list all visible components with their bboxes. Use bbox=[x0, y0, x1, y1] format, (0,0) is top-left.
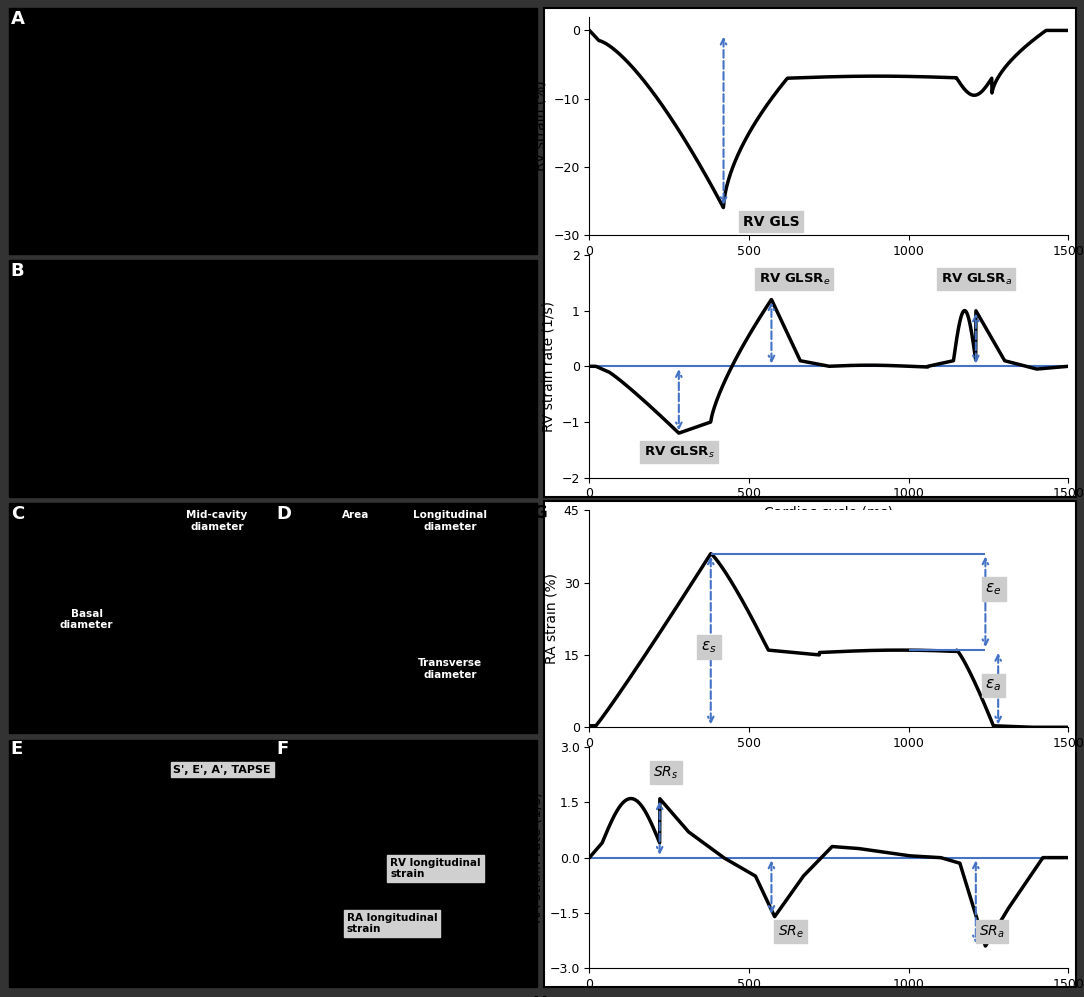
Text: $SR_s$: $SR_s$ bbox=[654, 765, 679, 781]
Text: RV GLS: RV GLS bbox=[743, 214, 799, 228]
Text: $SR_a$: $SR_a$ bbox=[979, 923, 1005, 939]
Text: G: G bbox=[532, 504, 546, 522]
Text: $\varepsilon_a$: $\varepsilon_a$ bbox=[985, 678, 1002, 693]
Text: RV GLSR$_e$: RV GLSR$_e$ bbox=[759, 272, 830, 287]
Text: RV longitudinal
strain: RV longitudinal strain bbox=[390, 857, 481, 879]
Text: RV GLSR$_s$: RV GLSR$_s$ bbox=[644, 445, 714, 460]
Text: Transverse
diameter: Transverse diameter bbox=[417, 658, 482, 680]
Y-axis label: RA strain (%): RA strain (%) bbox=[544, 573, 558, 664]
Text: $SR_e$: $SR_e$ bbox=[778, 923, 804, 939]
Text: Basal
diameter: Basal diameter bbox=[60, 608, 114, 630]
Y-axis label: RA strain rate (1/s): RA strain rate (1/s) bbox=[530, 792, 544, 923]
Y-axis label: RV strain (%): RV strain (%) bbox=[533, 81, 547, 171]
Text: Area: Area bbox=[341, 510, 369, 520]
Text: F: F bbox=[276, 740, 288, 758]
X-axis label: Cardiac cycle (ms): Cardiac cycle (ms) bbox=[764, 756, 893, 770]
Text: S', E', A', TAPSE: S', E', A', TAPSE bbox=[173, 765, 271, 775]
Text: $\varepsilon_s$: $\varepsilon_s$ bbox=[701, 639, 717, 655]
Text: RA longitudinal
strain: RA longitudinal strain bbox=[347, 912, 438, 934]
Text: Longitudinal
diameter: Longitudinal diameter bbox=[413, 510, 487, 532]
X-axis label: Cardiac cycle (ms): Cardiac cycle (ms) bbox=[764, 263, 893, 277]
X-axis label: Cardiac cycle (ms): Cardiac cycle (ms) bbox=[764, 505, 893, 520]
Text: $\varepsilon_e$: $\varepsilon_e$ bbox=[985, 581, 1002, 597]
Text: Mid-cavity
diameter: Mid-cavity diameter bbox=[186, 510, 247, 532]
Text: B: B bbox=[11, 262, 25, 280]
Text: C: C bbox=[11, 505, 24, 523]
Text: H: H bbox=[532, 995, 547, 997]
Text: E: E bbox=[11, 740, 23, 758]
Y-axis label: RV strain rate (1/s): RV strain rate (1/s) bbox=[542, 301, 556, 432]
Text: A: A bbox=[11, 10, 25, 28]
Text: D: D bbox=[276, 505, 292, 523]
Text: RV GLSR$_a$: RV GLSR$_a$ bbox=[941, 272, 1012, 287]
